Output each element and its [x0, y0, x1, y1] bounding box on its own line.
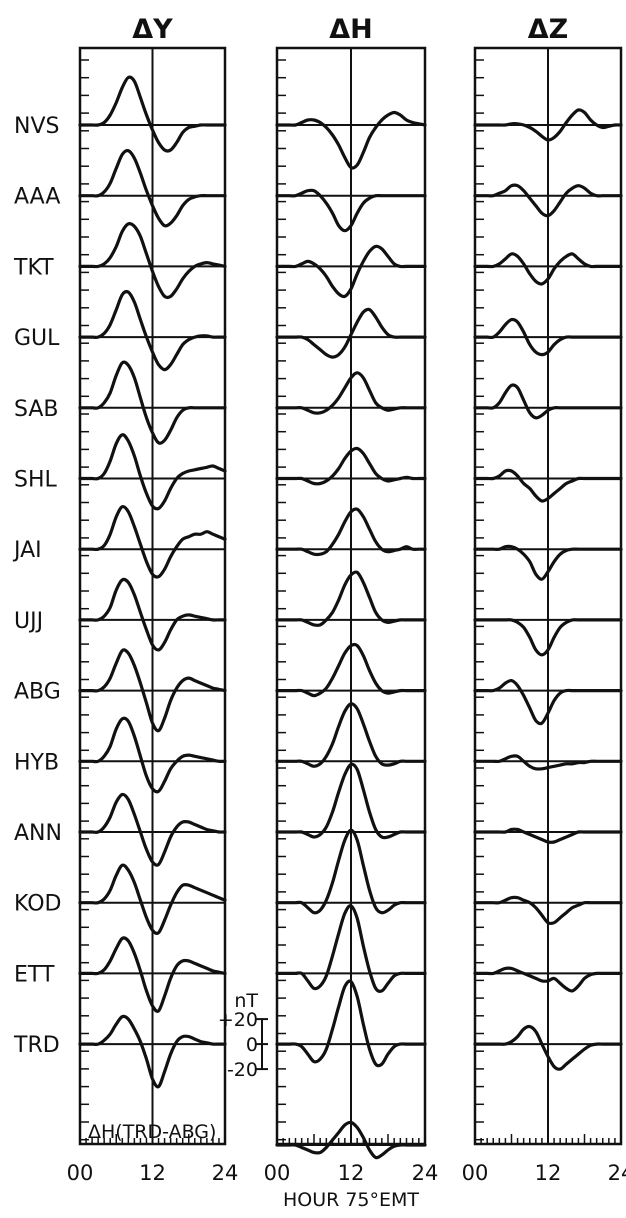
trace-dh-tkt [275, 244, 427, 299]
trace-dz-ann [473, 827, 623, 844]
trace-dy-sab [78, 360, 227, 445]
trace-dh-nvs [275, 110, 427, 170]
trd-abg-label: ΔH(TRD-ABG) [88, 1121, 216, 1143]
panel-title: ΔZ [528, 14, 568, 45]
x-tick-label: 12 [338, 1161, 365, 1185]
panel-2: ΔH 00 12 24 [264, 14, 439, 1185]
station-label: AAA [14, 185, 60, 210]
trace-dz-nvs [473, 108, 623, 142]
scale-label: 0 [246, 1034, 258, 1056]
x-tick-label: 12 [535, 1161, 562, 1185]
trace-dz-gul [473, 317, 623, 357]
panels: ΔY 00 12 24 ΔH 00 12 24 ΔZ 00 12 24 [67, 14, 626, 1185]
trace-dy-shl [78, 433, 227, 511]
trace-dz-jai [473, 544, 623, 581]
station-label: TKT [13, 255, 54, 280]
trace-dh-trd [275, 979, 427, 1068]
x-tick-label: 12 [139, 1161, 166, 1185]
station-label: GUL [14, 326, 60, 351]
station-label: NVS [14, 114, 59, 139]
scale-unit: nT [234, 990, 258, 1012]
trace-dh-ann [275, 762, 427, 840]
station-label: JAI [12, 538, 42, 563]
x-tick-label: 24 [608, 1161, 626, 1185]
station-label: SAB [14, 397, 59, 422]
trace-dh-gul [275, 307, 427, 359]
station-label: ABG [14, 680, 61, 705]
trace-dz-shl [473, 468, 623, 503]
trace-dz-ujj [473, 618, 623, 657]
panel-title: ΔH [329, 14, 373, 45]
scale-label: +20 [218, 1009, 258, 1031]
trace-dy-nvs [78, 75, 227, 153]
trace-dz-ett [473, 966, 623, 993]
trace-dh-shl [275, 446, 427, 486]
trace-dy-tkt [78, 222, 227, 300]
trace-dh-sab [275, 371, 427, 415]
trace-dy-ann [78, 792, 227, 867]
station-label: ANN [14, 821, 62, 846]
x-tick-label: 00 [462, 1161, 489, 1185]
trace-dy-gul [78, 289, 227, 372]
trace-dh-aaa [275, 188, 427, 233]
station-label: SHL [14, 468, 58, 493]
trace-dy-jai [78, 504, 227, 579]
trace-dz-tkt [473, 252, 623, 286]
trace-dz-trd [473, 1024, 623, 1071]
trace-dy-hyb [78, 716, 227, 794]
trace-dy-trd [78, 1014, 227, 1089]
trace-dh-kod [275, 828, 427, 915]
trace-dh-hyb [275, 702, 427, 768]
trace-dh-abg [275, 642, 427, 698]
amplitude-scale: +20 0 -20 nT [218, 990, 268, 1081]
station-label: HYB [14, 750, 59, 775]
trace-dz-hyb [473, 754, 623, 771]
trace-dz-sab [473, 383, 623, 420]
trace-dz-aaa [473, 183, 623, 218]
x-tick-label: 24 [412, 1161, 439, 1185]
x-tick-label: 00 [67, 1161, 94, 1185]
trace-dz-kod [473, 895, 623, 926]
panel-1: ΔY 00 12 24 [67, 14, 239, 1185]
trace-dy-aaa [78, 148, 227, 228]
x-axis-title: HOUR 75°EMT [283, 1189, 419, 1211]
trace-dy-abg [78, 648, 227, 733]
trace-dz-abg [473, 678, 623, 726]
station-label: KOD [14, 892, 61, 917]
trace-dy-ett [78, 936, 227, 1013]
panel-title: ΔY [132, 14, 173, 45]
trace-dh-ett [275, 904, 427, 993]
station-label: ETT [14, 962, 55, 987]
trace-dy-kod [78, 863, 227, 935]
station-labels: NVS AAA TKT GUL SAB SHL JAI UJJ ABG HYB ANN KOD ETT T… [12, 114, 419, 1211]
scale-label: -20 [227, 1059, 258, 1081]
panel-3: ΔZ 00 12 24 [462, 14, 626, 1185]
x-tick-label: 00 [264, 1161, 291, 1185]
station-label: TRD [13, 1033, 60, 1058]
trace-dh-jai [275, 507, 427, 557]
x-tick-label: 24 [212, 1161, 239, 1185]
trace-dh-ujj [275, 570, 427, 627]
station-label: UJJ [14, 609, 43, 634]
trace-dh-trd-abg [275, 1120, 427, 1160]
trace-dy-ujj [78, 577, 227, 652]
